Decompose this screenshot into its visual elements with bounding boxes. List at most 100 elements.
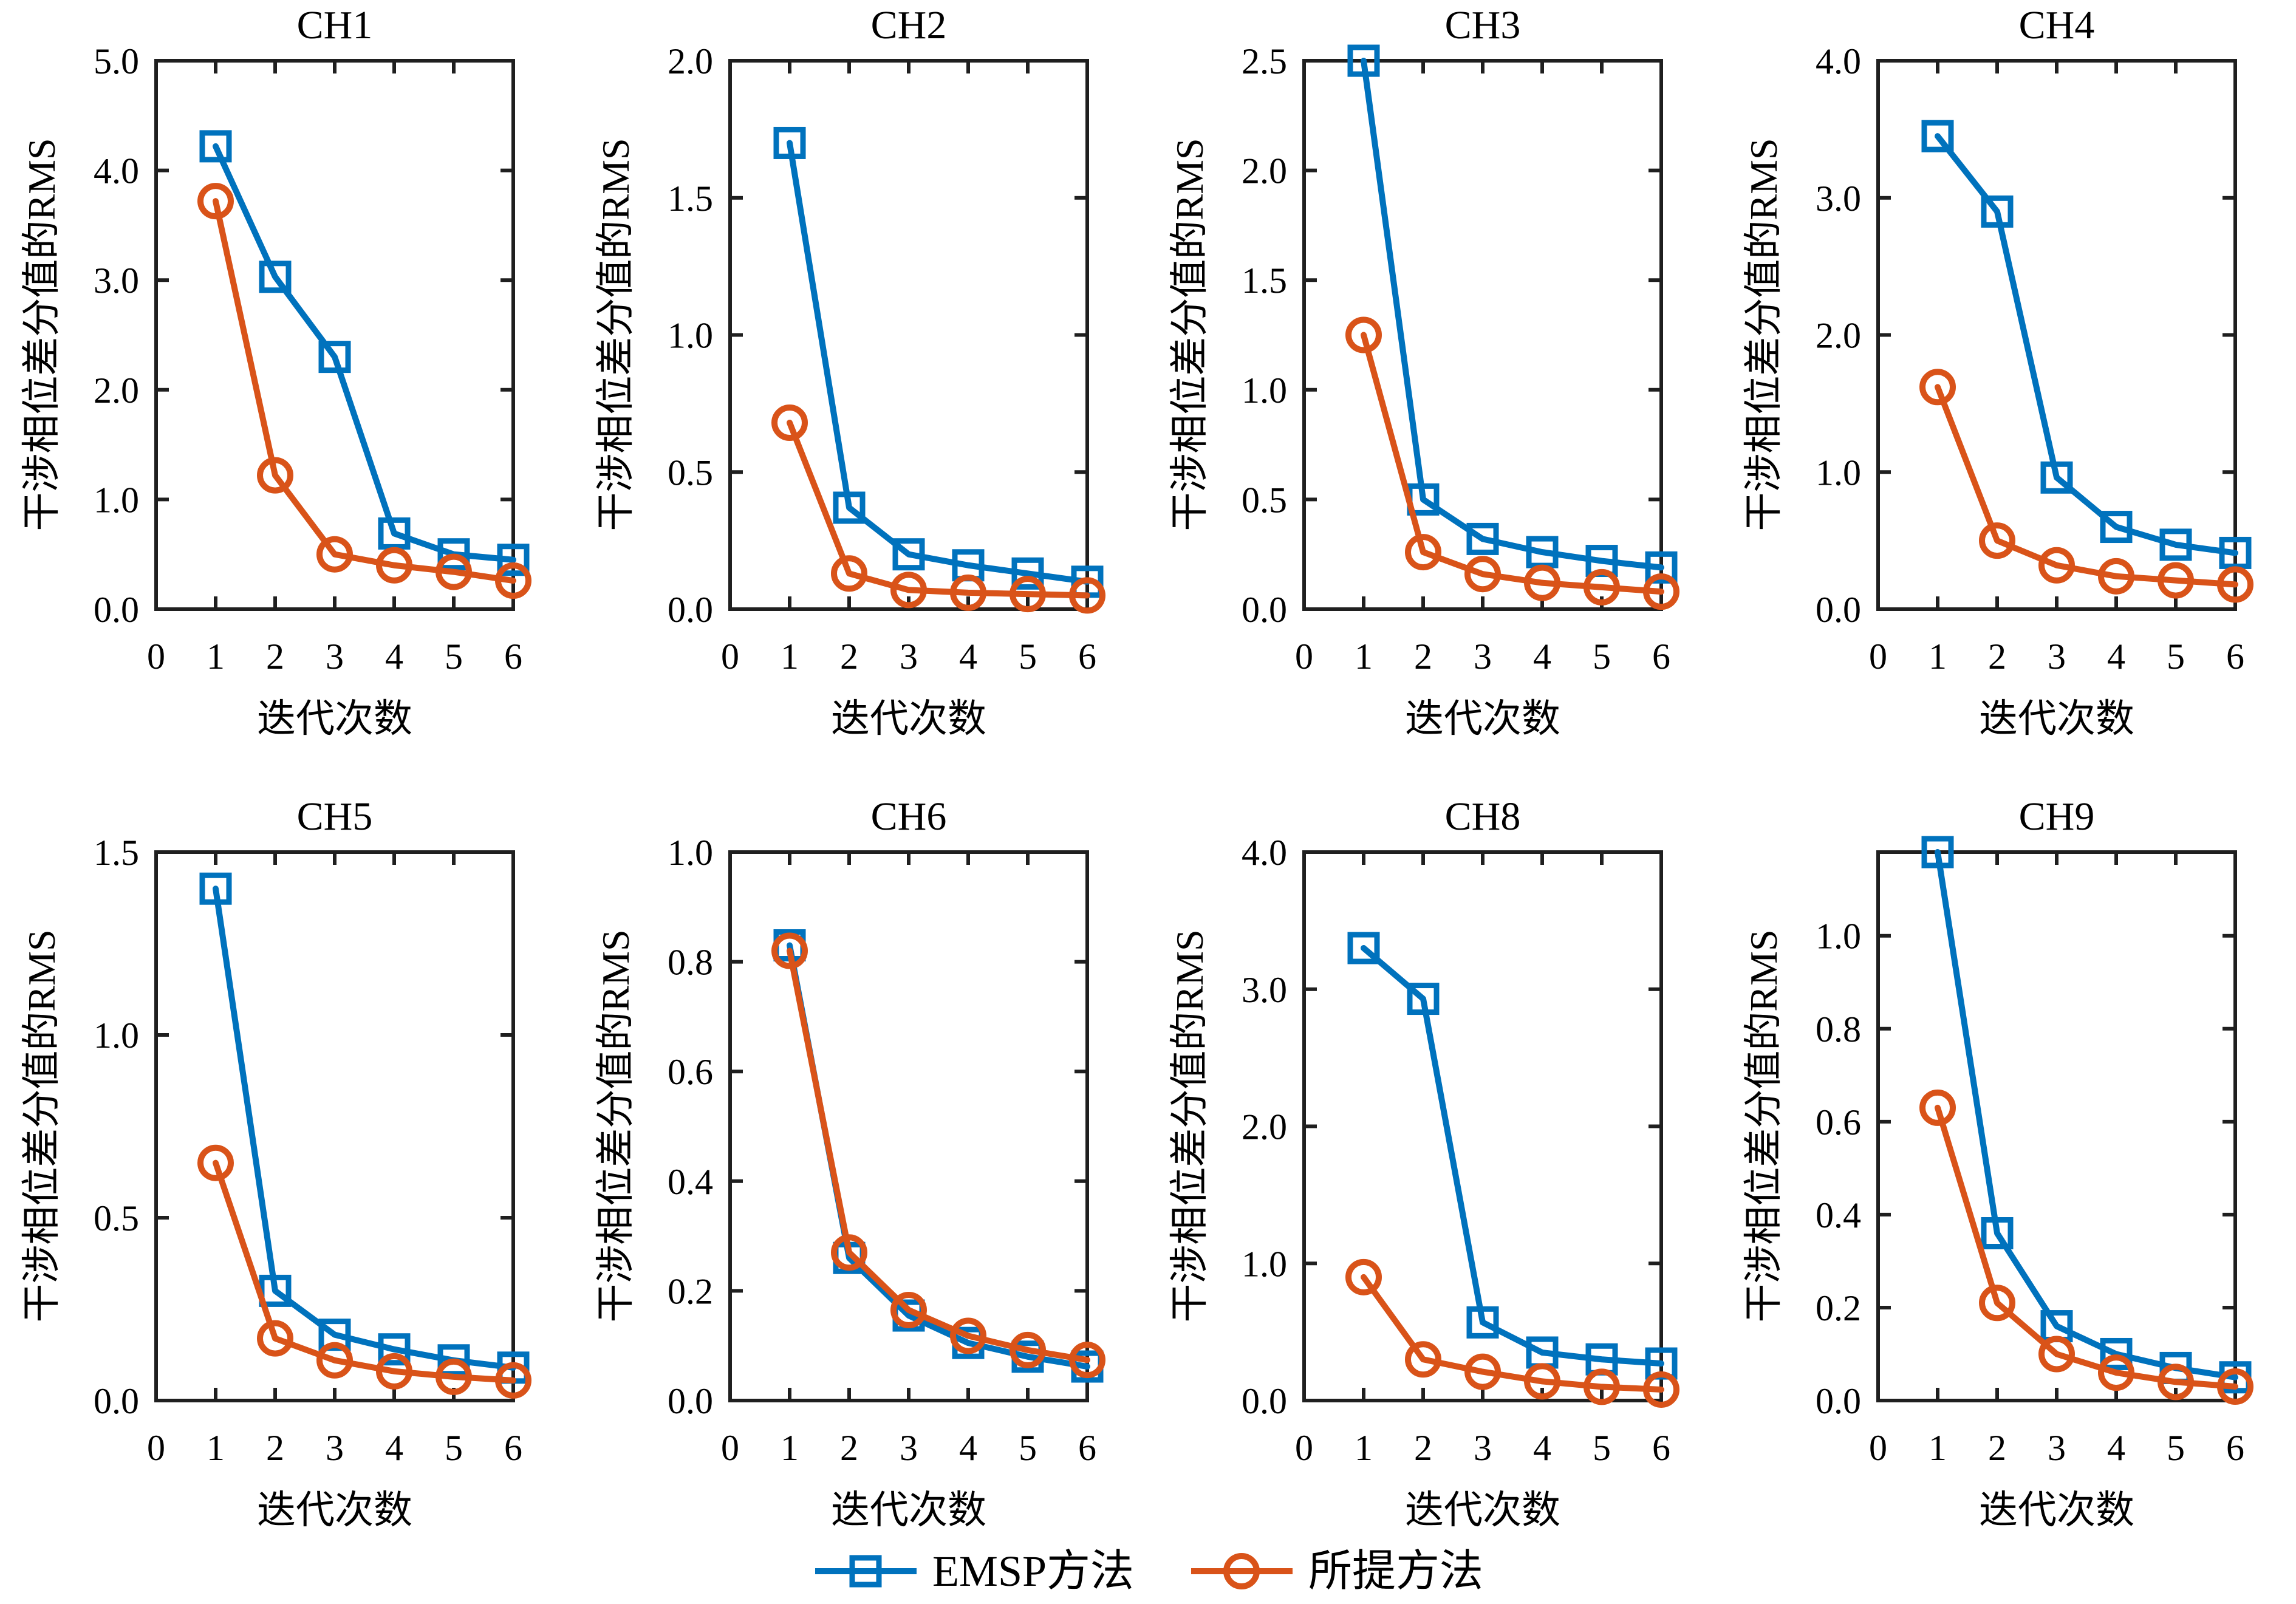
series-line-proposed bbox=[1935, 384, 2238, 588]
y-tick-label: 2.0 bbox=[668, 41, 713, 81]
y-tick-label: 0.0 bbox=[1816, 1381, 1861, 1421]
chart-ch8: CH8 干涉相位差分值的RMS 迭代次数 0 1 2 3 4 5 6 0.0 1.0 2.0 3.0… bbox=[1168, 794, 1679, 1532]
x-tick-label: 2 bbox=[266, 1428, 284, 1468]
y-tick-label: 3.0 bbox=[94, 261, 139, 301]
y-tick-label: 1.0 bbox=[94, 480, 139, 520]
circle-marker bbox=[1069, 1342, 1105, 1379]
y-axis-label: 干涉相位差分值的RMS bbox=[20, 138, 63, 531]
axes-box bbox=[1302, 59, 1663, 611]
circle-marker bbox=[1643, 1371, 1679, 1408]
x-tick-label: 3 bbox=[2048, 1428, 2066, 1468]
square-marker bbox=[199, 872, 232, 905]
y-tick-label: 2.0 bbox=[1816, 316, 1861, 356]
circle-marker bbox=[376, 1353, 412, 1390]
y-tick-label: 0.0 bbox=[1242, 1381, 1287, 1421]
chart-title: CH4 bbox=[2019, 3, 2095, 47]
x-tick-label: 3 bbox=[1474, 636, 1492, 677]
series-markers-proposed bbox=[1345, 316, 1679, 610]
ticks bbox=[158, 854, 511, 1399]
y-tick-label: 0.4 bbox=[1816, 1195, 1861, 1235]
y-tick-label: 0.6 bbox=[1816, 1102, 1861, 1142]
x-tick-label: 2 bbox=[1988, 1428, 2006, 1468]
series-line-proposed bbox=[213, 198, 516, 584]
chart-title: CH1 bbox=[297, 3, 373, 47]
plot-area: 0 1 2 3 4 5 6 0.0 0.5 1.0 1.5 2.0 2.5 bbox=[1242, 41, 1679, 677]
x-tick-label: 1 bbox=[207, 636, 225, 677]
circle-marker bbox=[831, 555, 867, 592]
series-line-emsp bbox=[787, 140, 1090, 585]
square-marker bbox=[1347, 932, 1380, 964]
axes-box bbox=[728, 59, 1089, 611]
square-marker bbox=[2100, 511, 2133, 544]
y-axis-label: 干涉相位差分值的RMS bbox=[1742, 929, 1785, 1322]
y-tick-label: 3.0 bbox=[1242, 970, 1287, 1010]
x-axis-label: 迭代次数 bbox=[1405, 697, 1560, 740]
circle-marker bbox=[1584, 568, 1620, 606]
x-tick-label: 0 bbox=[1295, 636, 1313, 677]
series-markers-emsp bbox=[1921, 836, 2252, 1394]
x-tick-label: 5 bbox=[2167, 1428, 2185, 1468]
chart-title: CH2 bbox=[871, 3, 947, 47]
circle-marker bbox=[257, 1320, 293, 1357]
circle-marker bbox=[1223, 1553, 1260, 1589]
circle-marker bbox=[1464, 556, 1501, 593]
x-tick-label: 6 bbox=[2226, 1428, 2244, 1468]
square-marker bbox=[378, 1333, 411, 1366]
x-tick-label: 4 bbox=[385, 636, 403, 677]
y-axis-label: 干涉相位差分值的RMS bbox=[1742, 138, 1785, 531]
x-tick-label: 3 bbox=[900, 636, 918, 677]
square-marker bbox=[1645, 551, 1678, 584]
series-markers-proposed bbox=[771, 404, 1105, 614]
chart-ch6: CH6 干涉相位差分值的RMS 迭代次数 0 1 2 3 4 5 6 0.0 0.2 0.4 0.6… bbox=[594, 794, 1105, 1532]
x-tick-label: 4 bbox=[2107, 1428, 2125, 1468]
x-tick-label: 6 bbox=[1078, 636, 1096, 677]
legend-label: 所提方法 bbox=[1308, 1547, 1484, 1595]
circle-marker bbox=[436, 1358, 472, 1395]
x-tick-label: 6 bbox=[2226, 636, 2244, 677]
circle-marker bbox=[2217, 566, 2253, 603]
square-marker bbox=[2159, 528, 2192, 561]
axes-box bbox=[1876, 850, 2237, 1402]
square-marker bbox=[1347, 44, 1380, 77]
chart-title: CH3 bbox=[1445, 3, 1521, 47]
circle-marker bbox=[950, 574, 986, 611]
x-tick-label: 4 bbox=[959, 636, 977, 677]
series-markers-proposed bbox=[197, 183, 531, 599]
circle-marker bbox=[950, 1317, 986, 1354]
x-tick-label: 6 bbox=[1078, 1428, 1096, 1468]
circle-marker bbox=[2038, 547, 2075, 584]
plot-area: 0 1 2 3 4 5 6 0.0 0.5 1.0 1.5 2.0 bbox=[668, 41, 1105, 677]
x-tick-label: 3 bbox=[2048, 636, 2066, 677]
x-tick-label: 1 bbox=[1355, 636, 1373, 677]
chart-ch5: CH5 干涉相位差分值的RMS 迭代次数 0 1 2 3 4 5 6 0.0 0.5 1.0 1.5 bbox=[20, 794, 531, 1532]
circle-marker bbox=[771, 932, 808, 969]
x-tick-label: 4 bbox=[1533, 636, 1551, 677]
x-tick-label: 5 bbox=[1593, 1428, 1611, 1468]
y-tick-label: 1.0 bbox=[1242, 370, 1287, 411]
y-axis-label: 干涉相位差分值的RMS bbox=[20, 929, 63, 1322]
x-axis-label: 迭代次数 bbox=[1979, 1489, 2134, 1532]
chart-title: CH5 bbox=[297, 794, 373, 839]
y-tick-label: 2.0 bbox=[94, 370, 139, 411]
x-tick-label: 0 bbox=[1869, 1428, 1887, 1468]
series-markers-emsp bbox=[1921, 120, 2252, 569]
circle-marker bbox=[197, 183, 234, 220]
square-marker bbox=[1921, 836, 1954, 869]
circle-marker bbox=[436, 553, 472, 590]
circle-marker bbox=[2098, 1354, 2134, 1391]
y-axis-label: 干涉相位差分值的RMS bbox=[594, 138, 637, 531]
series-markers-emsp bbox=[773, 929, 1104, 1383]
x-axis-label: 迭代次数 bbox=[831, 697, 986, 740]
y-tick-label: 0.4 bbox=[668, 1162, 713, 1202]
y-tick-label: 4.0 bbox=[1816, 41, 1861, 81]
x-tick-label: 4 bbox=[2107, 636, 2125, 677]
x-tick-label: 4 bbox=[385, 1428, 403, 1468]
x-tick-label: 2 bbox=[840, 636, 858, 677]
ticks bbox=[1880, 854, 2233, 1399]
circle-marker bbox=[890, 1292, 927, 1329]
x-tick-label: 2 bbox=[840, 1428, 858, 1468]
circle-marker bbox=[1979, 1285, 2015, 1322]
square-marker bbox=[1981, 1217, 2014, 1250]
circle-marker bbox=[2098, 558, 2134, 595]
circle-marker bbox=[1010, 1331, 1046, 1368]
